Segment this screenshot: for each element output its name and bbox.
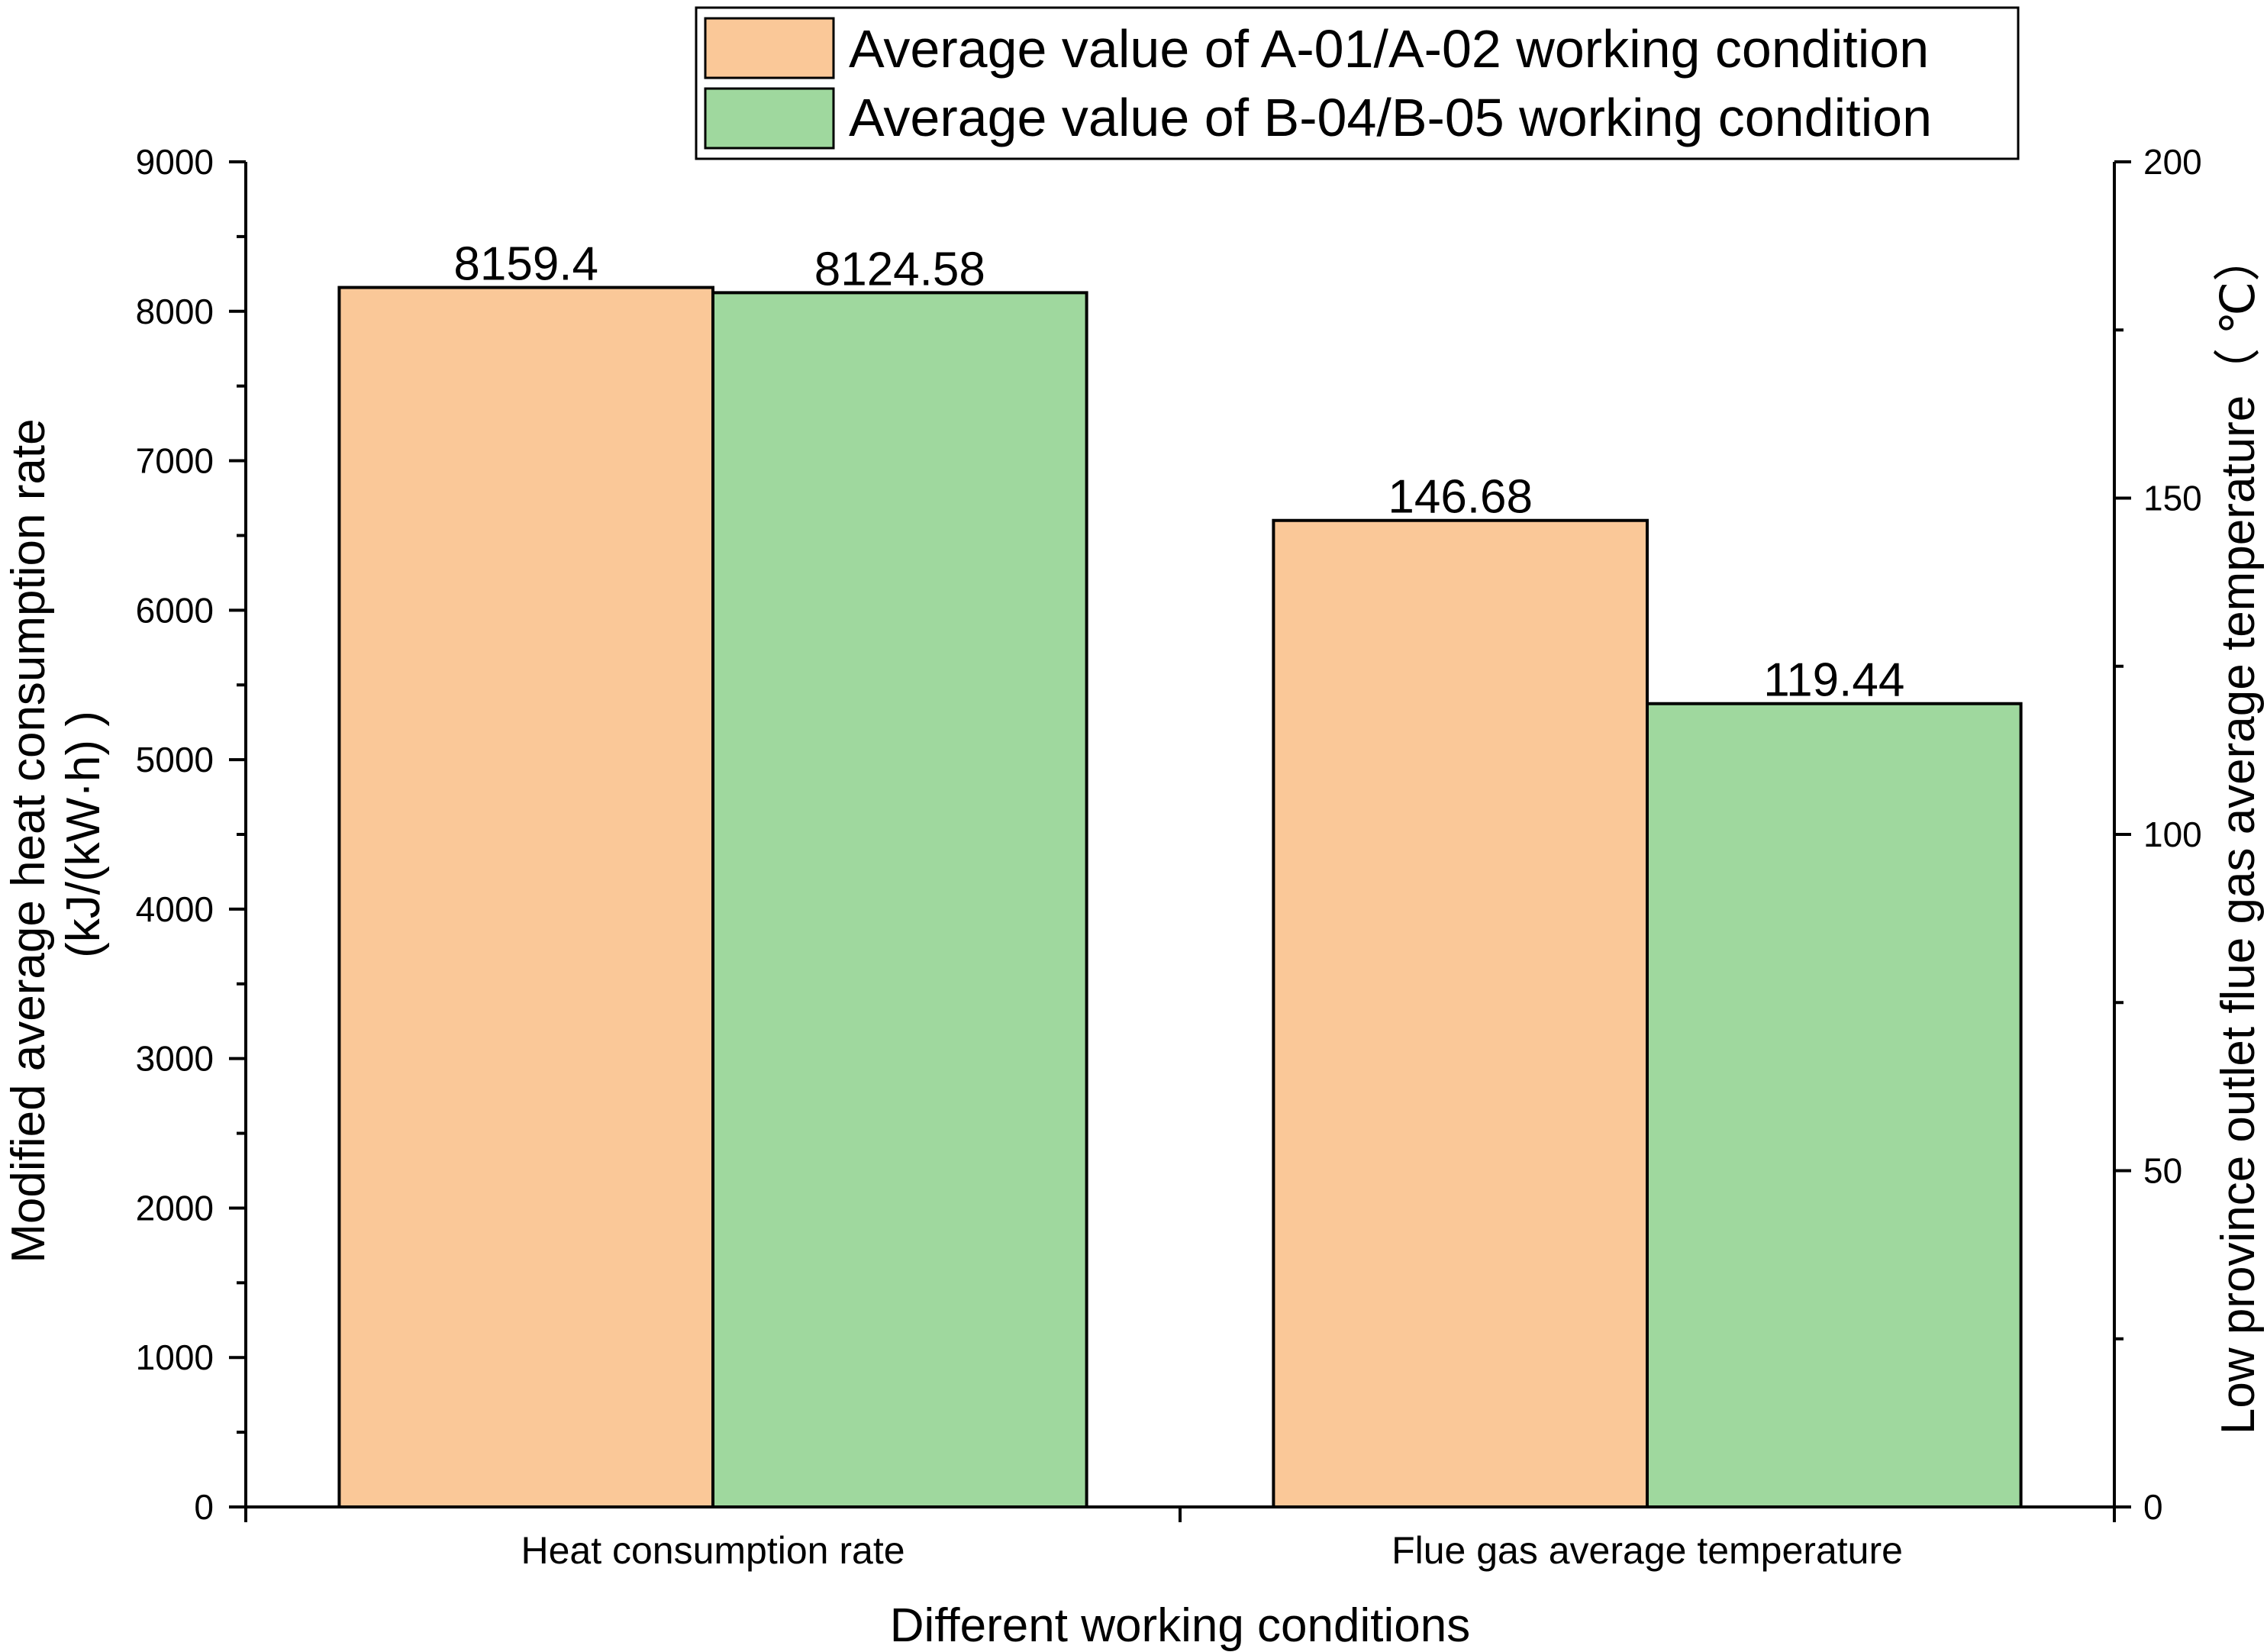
left-y-tick-label: 7000 [136, 441, 214, 481]
right-y-tick-label: 100 [2143, 815, 2202, 854]
bar-value-label: 146.68 [1388, 471, 1533, 524]
left-y-tick-label: 3000 [136, 1039, 214, 1079]
x-category-label: Heat consumption rate [521, 1529, 905, 1572]
x-axis-ticks [244, 1507, 2116, 1522]
left-y-axis-title: Modified average heat consumption rate (… [2, 405, 110, 1263]
left-y-tick-label: 1000 [136, 1337, 214, 1377]
bars-group [337, 286, 2023, 1509]
right-y-tick-label: 150 [2143, 479, 2202, 518]
legend-swatch-a [704, 17, 835, 79]
legend-swatch-b [704, 87, 835, 150]
bar-value-label: 8159.4 [453, 238, 598, 291]
left-y-axis-ticks: 0 1000 2000 3000 4000 5000 6000 7000 8000 9000 [136, 142, 246, 1527]
bar [337, 286, 714, 1508]
x-axis-title: Different working conditions [890, 1599, 1470, 1652]
left-y-tick-label: 9000 [136, 142, 214, 182]
left-y-tick-label: 8000 [136, 292, 214, 331]
left-y-tick-label: 0 [194, 1487, 214, 1527]
left-y-tick-label: 6000 [136, 590, 214, 630]
left-y-tick-label: 4000 [136, 889, 214, 929]
right-y-tick-label: 50 [2143, 1151, 2182, 1191]
left-y-axis-title-line-2: (kJ/(kW·h) ) [57, 711, 110, 958]
bar [711, 291, 1088, 1508]
bar [1646, 702, 2023, 1508]
legend-label-a: Average value of A-01/A-02 working condi… [849, 19, 1929, 79]
right-y-tick-label: 200 [2143, 142, 2202, 182]
legend-box [695, 6, 2020, 160]
left-y-axis-title-line-1: Modified average heat consumption rate [2, 418, 55, 1263]
legend-label-b: Average value of B-04/B-05 working condi… [849, 88, 1932, 147]
bar-value-label: 119.44 [1763, 654, 1904, 707]
data-labels-group: 8159.4 8124.58 146.68 119.44 [453, 238, 1904, 707]
left-y-tick-label: 5000 [136, 740, 214, 779]
x-category-label: Flue gas average temperature [1391, 1529, 1903, 1572]
x-axis-category-labels: Heat consumption rate Flue gas average te… [521, 1529, 1902, 1572]
right-y-axis-title: Low province outlet flue gas average tem… [2212, 234, 2265, 1434]
right-y-tick-label: 0 [2143, 1487, 2163, 1527]
right-y-axis-ticks: 0 50 100 150 200 [2114, 142, 2202, 1527]
left-y-tick-label: 2000 [136, 1188, 214, 1228]
bar [1272, 518, 1649, 1509]
bar-value-label: 8124.58 [814, 243, 985, 295]
legend: Average value of A-01/A-02 working condi… [695, 6, 2020, 160]
